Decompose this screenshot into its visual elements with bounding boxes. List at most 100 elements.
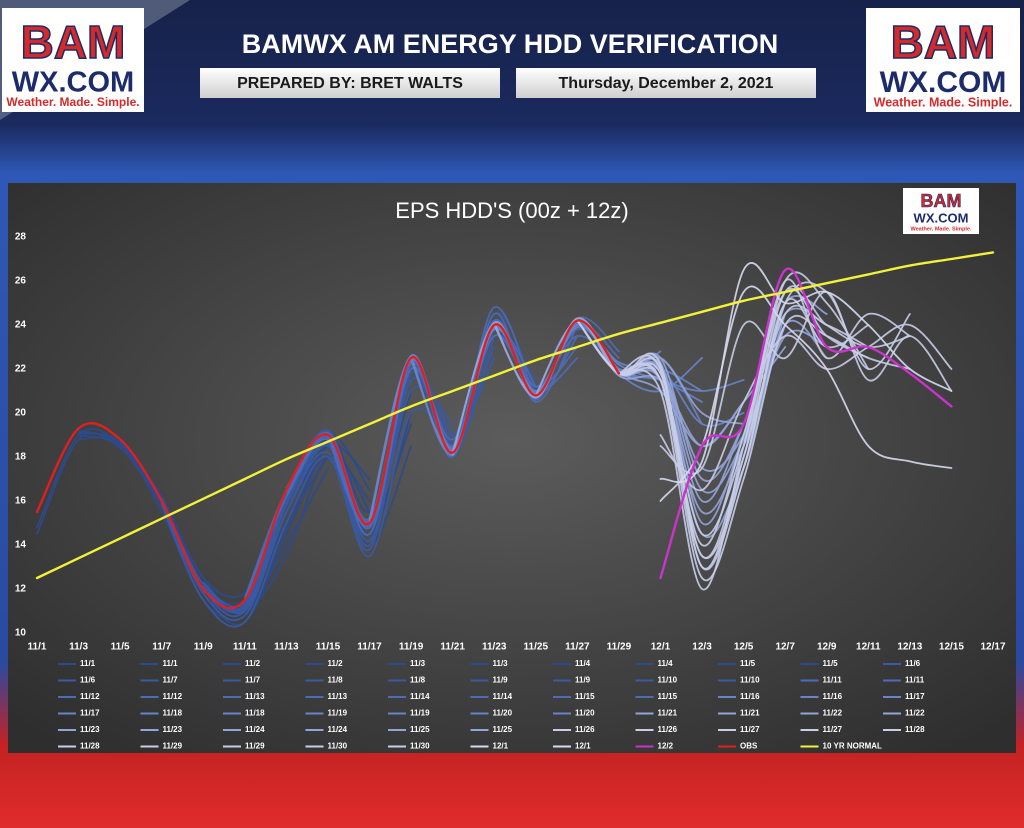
chart-title: EPS HDD'S (00z + 12z)	[395, 198, 628, 223]
legend-label: 11/9	[493, 676, 509, 685]
legend-label: 11/13	[245, 692, 265, 701]
legend-label: 11/15	[658, 692, 678, 701]
legend-label: 11/26	[575, 725, 595, 734]
series-line	[202, 346, 496, 614]
logo-box	[2, 8, 144, 112]
legend-label: 11/18	[245, 709, 265, 718]
legend-label: 11/16	[740, 692, 760, 701]
series-line	[35, 251, 995, 580]
legend-label: 11/11	[905, 676, 925, 685]
legend-label: 11/4	[658, 659, 674, 668]
y-tick-label: 10	[15, 628, 27, 639]
x-tick-label: 11/11	[233, 642, 257, 653]
logo-right: BAM WX.COM Weather. Made. Simple.	[866, 8, 1020, 112]
legend-label: 11/22	[905, 709, 925, 718]
legend-label: 11/29	[163, 742, 183, 751]
y-tick-label: 12	[15, 584, 27, 595]
legend-label: 11/11	[823, 676, 843, 685]
chart-panel	[8, 183, 1016, 753]
legend-label: 11/9	[575, 676, 591, 685]
logo-text: WX.COM	[12, 67, 134, 99]
legend-label: 11/29	[245, 742, 265, 751]
legend-label: 11/12	[80, 692, 100, 701]
series-line	[659, 285, 953, 502]
series-line	[618, 278, 911, 591]
legend-label: 11/12	[163, 692, 183, 701]
series-line	[451, 321, 745, 452]
logo-text: WX.COM	[880, 66, 1007, 99]
legend-label: 11/23	[163, 725, 183, 734]
legend-label: 11/6	[80, 676, 96, 685]
x-tick-label: 11/7	[152, 642, 171, 653]
series-line	[659, 323, 953, 491]
legend-label: 11/27	[823, 725, 843, 734]
x-tick-label: 12/7	[775, 642, 795, 653]
legend-label: 11/30	[410, 742, 430, 751]
logo-tagline: Weather. Made. Simple.	[6, 95, 139, 109]
series-line	[618, 285, 911, 570]
legend-label: 11/22	[823, 709, 843, 718]
legend-label: 11/17	[905, 692, 925, 701]
legend-label: 11/23	[80, 725, 100, 734]
x-tick-label: 12/3	[692, 642, 712, 653]
x-tick-label: 11/5	[111, 642, 130, 653]
logo-small: BAM WX.COM Weather. Made. Simple.	[903, 188, 979, 234]
logo-text: BAM	[891, 16, 996, 68]
legend-label: 11/19	[328, 709, 348, 718]
legend-label: 10 YR NORMAL	[823, 742, 883, 751]
legend-label: 11/7	[163, 676, 179, 685]
legend-label: 11/1	[80, 659, 96, 668]
y-tick-label: 22	[15, 364, 27, 375]
plot: 10 12 14 16 18 20 22 24 26 28 11/1 11/3 11/5 11/7 11/9…	[15, 232, 1006, 751]
x-tick-label: 11/9	[194, 642, 213, 653]
legend-label: 11/25	[493, 725, 513, 734]
legend-label: 12/1	[493, 742, 509, 751]
series-line	[659, 267, 953, 580]
x-tick-label: 11/21	[440, 642, 465, 653]
legend-label: 11/2	[245, 659, 261, 668]
legend-label: 11/25	[410, 725, 430, 734]
series-line	[659, 291, 953, 475]
y-tick-label: 18	[15, 452, 27, 463]
x-tick-label: 11/15	[316, 642, 341, 653]
legend-label: 11/8	[328, 676, 344, 685]
legend-label: 11/2	[328, 659, 344, 668]
legend-label: OBS	[740, 742, 758, 751]
legend-label: 11/24	[328, 725, 348, 734]
legend-label: 11/5	[823, 659, 839, 668]
logo-tagline: Weather. Made. Simple.	[874, 95, 1013, 109]
legend-label: 11/4	[575, 659, 591, 668]
prepared-by: PREPARED BY: BRET WALTS	[237, 75, 463, 92]
x-tick-label: 11/23	[482, 642, 507, 653]
x-tick-label: 11/13	[274, 642, 299, 653]
logo-box	[866, 8, 1020, 112]
legend-label: 11/17	[80, 709, 100, 718]
x-tick-label: 11/29	[607, 642, 632, 653]
legend-label: 11/26	[658, 725, 678, 734]
legend-label: 11/15	[575, 692, 595, 701]
series-line	[160, 385, 454, 622]
legend-label: 11/5	[740, 659, 756, 668]
series-line	[160, 407, 454, 628]
legend-label: 11/18	[163, 709, 183, 718]
legend-label: 11/3	[493, 659, 509, 668]
legend-label: 11/24	[245, 725, 265, 734]
x-tick-label: 12/13	[897, 642, 922, 653]
x-tick-label: 12/17	[980, 642, 1005, 653]
legend-label: 11/7	[245, 676, 261, 685]
date-box	[516, 68, 816, 98]
legend-label: 12/1	[575, 742, 591, 751]
logo-left: BAM WX.COM Weather. Made. Simple.	[2, 8, 144, 112]
legend-label: 11/19	[410, 709, 430, 718]
logo-text: BAM	[921, 191, 962, 211]
x-tick-label: 11/17	[357, 642, 382, 653]
x-tick-label: 12/11	[856, 642, 881, 653]
series-line	[618, 281, 911, 560]
series-line	[659, 262, 953, 484]
logo-text: BAM	[21, 16, 126, 68]
legend-label: 11/6	[905, 659, 921, 668]
legend-label: 11/30	[328, 742, 348, 751]
legend-label: 11/10	[658, 676, 678, 685]
legend-label: 11/27	[740, 725, 760, 734]
y-tick-label: 20	[15, 408, 27, 419]
